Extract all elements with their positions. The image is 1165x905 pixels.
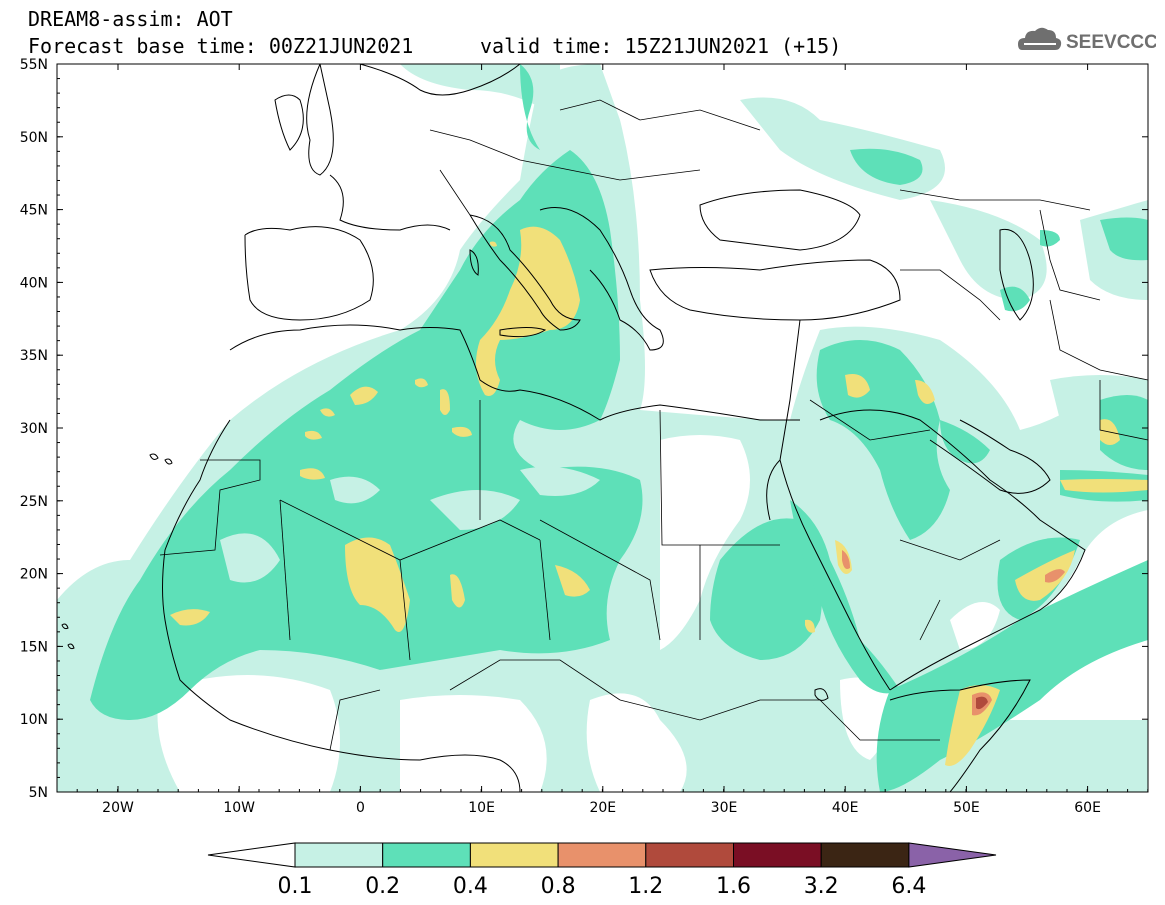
colorbar-swatch: [382, 842, 471, 868]
colorbar-label: 3.2: [804, 874, 839, 899]
colorbar-swatch: [645, 842, 734, 868]
lat-label: 10N: [20, 712, 48, 728]
aot-field: [57, 64, 1148, 792]
country-borders: [159, 99, 1148, 751]
lon-label: 0: [356, 800, 365, 816]
cloud-icon: [1018, 27, 1062, 50]
lat-label: 50N: [20, 130, 48, 146]
lon-label: 60E: [1074, 800, 1101, 816]
seevccc-logo: SEEVCCC: [1018, 27, 1156, 53]
lat-label: 30N: [20, 421, 48, 437]
colorbar-swatch: [294, 842, 384, 868]
colorbar-under-arrow: [207, 842, 296, 868]
lon-label: 50E: [953, 800, 980, 816]
aot-mid-holes: [220, 466, 600, 583]
colorbar-label: 0.2: [365, 874, 400, 899]
longitude-axis: 20W 10W 0 10E 20E 30E 40E 50E 60E: [56, 64, 1149, 816]
lat-label: 25N: [20, 494, 48, 510]
aot-band-1.2: [976, 696, 988, 710]
lat-label: 55N: [20, 57, 48, 73]
lat-label: 35N: [20, 348, 48, 364]
colorbar-label: 0.4: [453, 874, 488, 899]
colorbar-swatch: [469, 842, 559, 868]
lon-label: 30E: [711, 800, 738, 816]
colorbar: 0.1 0.2 0.4 0.8 1.2 1.6 3.2 6.4: [207, 842, 997, 899]
lon-label: 10E: [468, 800, 495, 816]
aot-band-0.2: [90, 64, 1148, 792]
colorbar-label: 0.1: [278, 874, 313, 899]
lat-label: 5N: [29, 785, 48, 801]
colorbar-label: 6.4: [891, 874, 926, 899]
latitude-axis: 55N 50N 45N 40N 35N 30N 25N 20N 15N 10N 5N: [20, 57, 1148, 801]
colorbar-swatch: [557, 842, 647, 868]
aot-clear-zones: [157, 435, 1000, 792]
lat-label: 15N: [20, 639, 48, 655]
map-title: DREAM8-assim: AOT: [28, 7, 233, 31]
colorbar-label: 1.2: [628, 874, 663, 899]
coastlines: [61, 64, 1086, 792]
lon-label: 10W: [223, 800, 255, 816]
lat-label: 45N: [20, 203, 48, 219]
lon-label: 40E: [832, 800, 859, 816]
lat-label: 40N: [20, 275, 48, 291]
forecast-base-time: Forecast base time: 00Z21JUN2021: [28, 34, 414, 58]
lon-label: 20W: [102, 800, 134, 816]
colorbar-over-arrow: [908, 842, 997, 868]
colorbar-label: 0.8: [541, 874, 576, 899]
valid-time: valid time: 15Z21JUN2021 (+15): [480, 34, 842, 58]
logo-text: SEEVCCC: [1066, 32, 1156, 53]
colorbar-label: 1.6: [716, 874, 751, 899]
lat-label: 20N: [20, 567, 48, 583]
lon-label: 20E: [589, 800, 616, 816]
colorbar-swatch: [820, 842, 910, 868]
colorbar-swatch: [733, 842, 822, 868]
aot-band-0.4: [170, 226, 1148, 766]
